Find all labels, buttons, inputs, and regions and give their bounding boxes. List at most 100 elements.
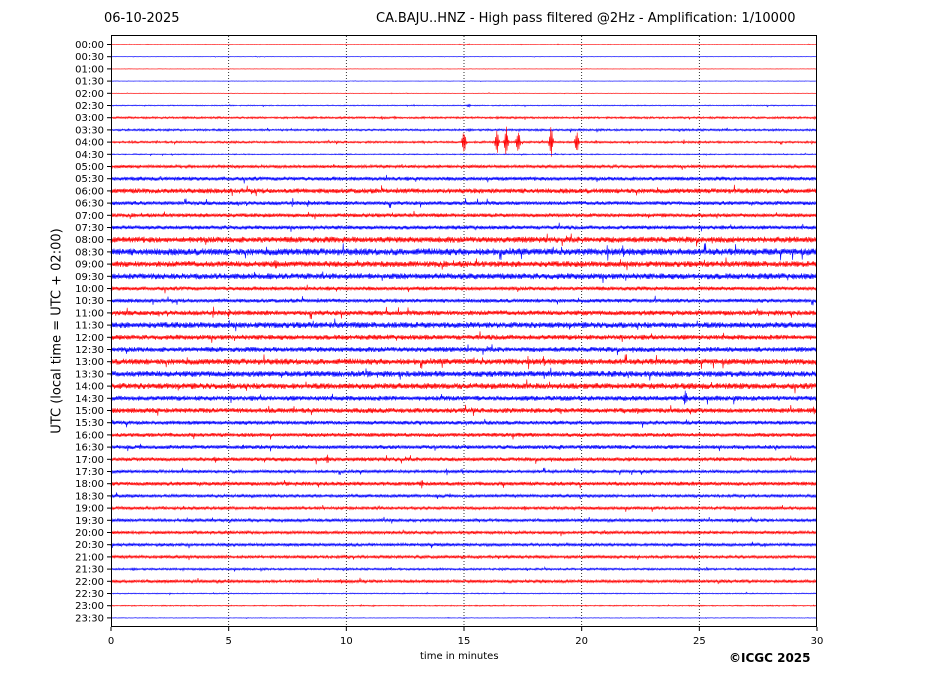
trace-0700	[110, 210, 817, 220]
x-tick-label-5: 5	[225, 636, 231, 647]
copyright-credit: ©ICGC 2025	[729, 651, 811, 665]
y-tick-label: 15:00	[75, 406, 104, 417]
trace-1100	[110, 306, 817, 320]
x-tick-label-15: 15	[458, 636, 471, 647]
y-tick-label: 20:00	[75, 528, 104, 539]
y-tick-label: 05:00	[75, 162, 104, 173]
trace-1900	[110, 504, 817, 512]
trace-1830	[110, 492, 817, 500]
y-tick-label: 07:00	[75, 211, 104, 222]
trace-2130	[110, 566, 817, 572]
trace-0900	[110, 257, 817, 271]
y-tick-label: 00:30	[75, 52, 104, 63]
trace-0300	[110, 115, 817, 121]
trace-1030	[110, 295, 817, 306]
trace-2030	[110, 541, 817, 549]
y-tick-label: 01:30	[75, 77, 104, 88]
trace-0530	[110, 174, 817, 184]
trace-1300	[110, 354, 817, 370]
y-tick-label: 21:00	[75, 552, 104, 563]
y-tick-label: 10:00	[75, 284, 104, 295]
y-axis-label: UTC (local time = UTC + 02:00)	[49, 228, 65, 434]
y-tick-label: 03:00	[75, 113, 104, 124]
y-tick-label: 07:30	[75, 223, 104, 234]
x-tick-label-0: 0	[108, 636, 114, 647]
y-tick-label: 00:00	[75, 40, 104, 51]
y-tick-label: 03:30	[75, 125, 104, 136]
y-tick-label: 17:00	[75, 455, 104, 466]
y-tick-label: 01:00	[75, 64, 104, 75]
grid-lines	[107, 36, 818, 631]
y-tick-label: 16:00	[75, 430, 104, 441]
trace-2230	[110, 591, 817, 596]
trace-0030	[110, 55, 817, 58]
y-tick-label: 15:30	[75, 418, 104, 429]
y-tick-label: 21:30	[75, 565, 104, 576]
trace-1800	[110, 480, 817, 489]
y-tick-label: 12:30	[75, 345, 104, 356]
trace-1430	[110, 390, 817, 405]
trace-0130	[110, 80, 817, 82]
y-tick-label: 08:00	[75, 235, 104, 246]
x-tick-label-20: 20	[575, 636, 588, 647]
trace-1130	[110, 318, 817, 332]
trace-1230	[110, 344, 817, 356]
trace-0000	[110, 43, 817, 46]
trace-1400	[110, 379, 817, 394]
trace-0230	[110, 103, 817, 108]
x-tick-label-25: 25	[693, 636, 706, 647]
y-tick-label: 13:00	[75, 357, 104, 368]
trace-0600	[110, 184, 817, 197]
y-tick-label: 08:30	[75, 247, 104, 258]
trace-2000	[110, 529, 817, 537]
x-tick-label-30: 30	[811, 636, 824, 647]
y-tick-label: 19:00	[75, 504, 104, 515]
trace-1600	[110, 432, 817, 440]
chart-title: CA.BAJU..HNZ - High pass filtered @2Hz -…	[376, 11, 796, 26]
y-tick-label: 22:00	[75, 577, 104, 588]
trace-0330	[110, 127, 817, 133]
y-tick-label: 09:00	[75, 260, 104, 271]
y-tick-label: 13:30	[75, 369, 104, 380]
plot-frame	[111, 35, 817, 627]
y-tick-label: 23:00	[75, 601, 104, 612]
y-tick-label: 06:30	[75, 199, 104, 210]
trace-1500	[110, 404, 817, 417]
y-tick-label: 20:30	[75, 540, 104, 551]
trace-2100	[110, 554, 817, 561]
y-tick-label: 05:30	[75, 174, 104, 185]
y-tick-label: 02:00	[75, 89, 104, 100]
y-tick-label: 23:30	[75, 613, 104, 624]
trace-0730	[110, 222, 817, 232]
trace-1530	[110, 418, 817, 428]
trace-2300	[110, 603, 817, 608]
trace-0930	[110, 271, 817, 284]
y-tick-label: 22:30	[75, 589, 104, 600]
trace-1630	[110, 443, 817, 452]
trace-0200	[110, 92, 817, 95]
y-tick-label: 14:00	[75, 382, 104, 393]
trace-1700	[110, 454, 817, 465]
y-tick-label: 04:00	[75, 138, 104, 149]
trace-0400	[110, 126, 817, 157]
y-tick-label: 04:30	[75, 150, 104, 161]
y-tick-label: 11:00	[75, 308, 104, 319]
y-tick-label: 18:00	[75, 479, 104, 490]
trace-0100	[110, 68, 817, 70]
y-tick-label: 10:30	[75, 296, 104, 307]
trace-group	[110, 43, 817, 620]
x-tick-label-10: 10	[340, 636, 353, 647]
y-tick-label: 09:30	[75, 272, 104, 283]
y-tick-label: 17:30	[75, 467, 104, 478]
y-tick-label: 18:30	[75, 491, 104, 502]
trace-1000	[110, 284, 817, 294]
trace-0800	[110, 233, 817, 247]
trace-2330	[110, 616, 817, 620]
trace-1330	[110, 367, 817, 381]
trace-0500	[110, 163, 817, 170]
y-tick-label: 19:30	[75, 516, 104, 527]
y-tick-label: 11:30	[75, 321, 104, 332]
y-tick-label: 16:30	[75, 443, 104, 454]
